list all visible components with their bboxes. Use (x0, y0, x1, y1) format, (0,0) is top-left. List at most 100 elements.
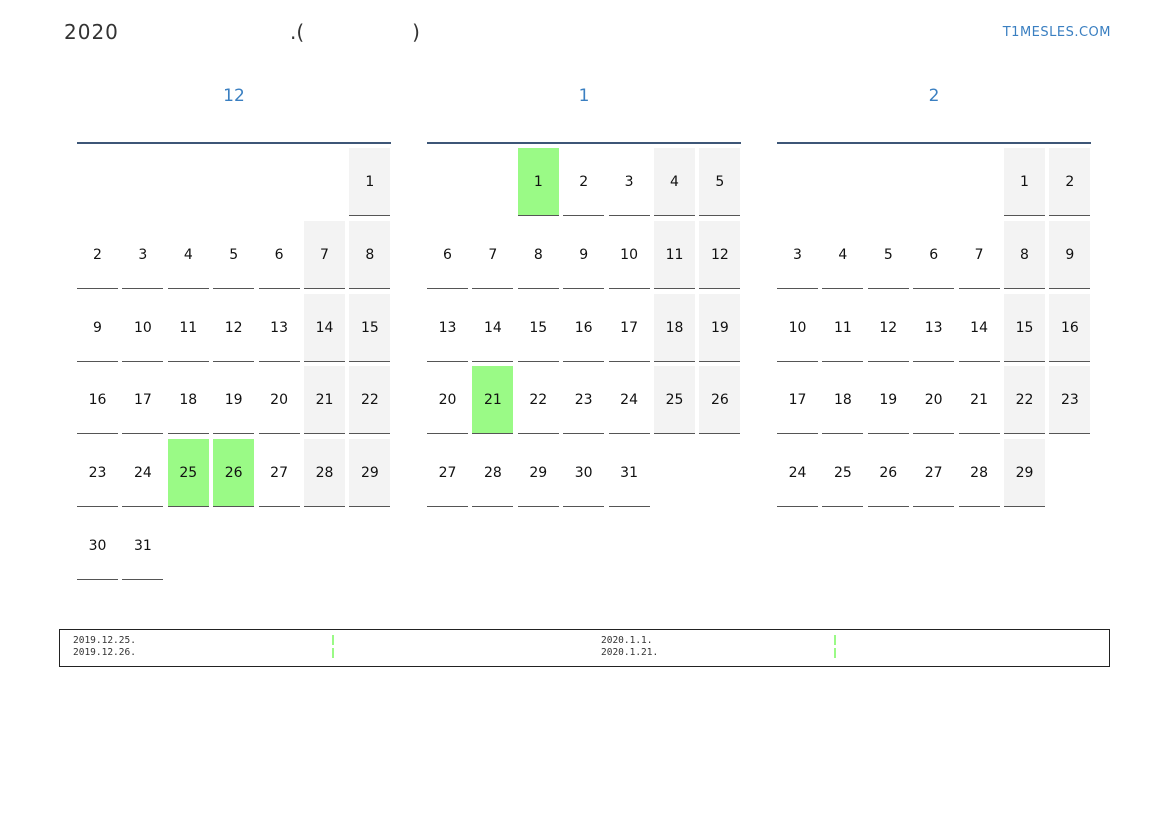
day-cell: 22 (517, 366, 559, 435)
day-cell: 24 (777, 439, 818, 508)
day-cell: 10 (777, 294, 818, 362)
year-title: 2020 (64, 20, 119, 44)
day-cell: 3 (122, 221, 164, 289)
day-cell: 23 (1049, 366, 1091, 435)
holiday-legend: 2019.12.25. 2019.12.26. 2020.1.1. 2020.1… (59, 629, 1110, 667)
day-cell: 8 (517, 221, 559, 289)
legend-marker (834, 635, 836, 645)
day-cell: 2 (563, 148, 605, 216)
day-cell: 14 (304, 293, 345, 362)
day-cell: 17 (122, 366, 164, 435)
month-divider (77, 142, 391, 144)
day-cell: 12 (699, 220, 741, 289)
day-cell: 5 (699, 148, 741, 216)
day-cell: 21 (304, 366, 345, 435)
day-cell: 15 (349, 293, 391, 362)
day-cell: 8 (349, 220, 391, 289)
day-cell: 7 (472, 221, 514, 289)
legend-date: 2019.12.26. (73, 647, 136, 658)
day-cell: 10 (122, 294, 164, 362)
day-cell: 24 (608, 366, 650, 435)
day-cell: 17 (777, 366, 818, 435)
site-link[interactable]: T1MESLES.COM (1002, 25, 1111, 40)
day-cell: 18 (167, 366, 209, 435)
day-cell: 16 (77, 366, 118, 435)
day-cell: 15 (1004, 293, 1045, 362)
day-cell: 30 (563, 439, 605, 508)
day-cell: 18 (654, 293, 695, 362)
day-cell: 1 (517, 148, 559, 216)
day-cell: 21 (958, 366, 1000, 435)
legend-marker (332, 635, 334, 645)
day-cell: 9 (563, 221, 605, 289)
day-cell: 21 (472, 366, 514, 435)
day-cell: 28 (472, 439, 514, 508)
month-title: 12 (223, 86, 245, 106)
day-cell: 27 (427, 439, 468, 508)
day-cell: 25 (654, 366, 695, 435)
legend-date: 2020.1.1. (601, 635, 653, 646)
legend-left: 2019.12.25. 2019.12.26. (73, 635, 136, 659)
day-cell: 13 (913, 294, 955, 362)
day-cell: 14 (472, 294, 514, 362)
title-open: .( (290, 20, 305, 44)
day-cell: 22 (349, 366, 391, 435)
day-cell: 3 (777, 221, 818, 289)
day-cell: 26 (213, 439, 255, 508)
day-cell: 27 (913, 439, 955, 508)
day-cell: 6 (913, 221, 955, 289)
day-cell: 9 (1049, 220, 1091, 289)
day-cell: 11 (654, 220, 695, 289)
day-cell: 3 (608, 148, 650, 216)
day-cell: 11 (822, 294, 864, 362)
legend-right: 2020.1.1. 2020.1.21. (601, 635, 658, 659)
legend-marker (332, 648, 334, 658)
day-cell: 27 (258, 439, 300, 508)
day-cell: 12 (213, 294, 255, 362)
month-divider (777, 142, 1091, 144)
month-divider (427, 142, 741, 144)
day-cell: 12 (867, 294, 909, 362)
day-cell: 7 (304, 220, 345, 289)
day-cell: 16 (563, 294, 605, 362)
day-cell: 1 (1004, 148, 1045, 216)
day-cell: 30 (77, 512, 118, 580)
day-cell: 9 (77, 294, 118, 362)
day-cell: 20 (258, 366, 300, 435)
day-cell: 13 (427, 294, 468, 362)
day-cell: 26 (867, 439, 909, 508)
day-cell: 4 (822, 221, 864, 289)
day-cell: 8 (1004, 220, 1045, 289)
day-cell: 20 (427, 366, 468, 435)
day-cell: 4 (167, 221, 209, 289)
day-cell: 15 (517, 294, 559, 362)
day-cell: 26 (699, 366, 741, 435)
day-cell: 16 (1049, 293, 1091, 362)
legend-marker (834, 648, 836, 658)
day-cell: 19 (699, 293, 741, 362)
title-text: .() (290, 20, 420, 44)
day-cell: 31 (608, 439, 650, 508)
day-cell: 28 (304, 439, 345, 508)
day-cell: 19 (867, 366, 909, 435)
day-cell: 7 (958, 221, 1000, 289)
title-close: ) (412, 20, 420, 44)
day-cell: 1 (349, 148, 391, 216)
day-cell: 29 (1004, 439, 1045, 508)
day-cell: 29 (349, 439, 391, 508)
day-cell: 10 (608, 221, 650, 289)
day-cell: 4 (654, 148, 695, 216)
day-cell: 2 (1049, 148, 1091, 216)
legend-date: 2019.12.25. (73, 635, 136, 646)
day-cell: 17 (608, 294, 650, 362)
day-cell: 29 (517, 439, 559, 508)
day-cell: 2 (77, 221, 118, 289)
day-cell: 25 (167, 439, 209, 508)
day-cell: 5 (867, 221, 909, 289)
day-cell: 13 (258, 294, 300, 362)
day-cell: 19 (213, 366, 255, 435)
month-title: 2 (928, 86, 940, 106)
day-cell: 25 (822, 439, 864, 508)
day-cell: 31 (122, 512, 164, 580)
day-cell: 5 (213, 221, 255, 289)
